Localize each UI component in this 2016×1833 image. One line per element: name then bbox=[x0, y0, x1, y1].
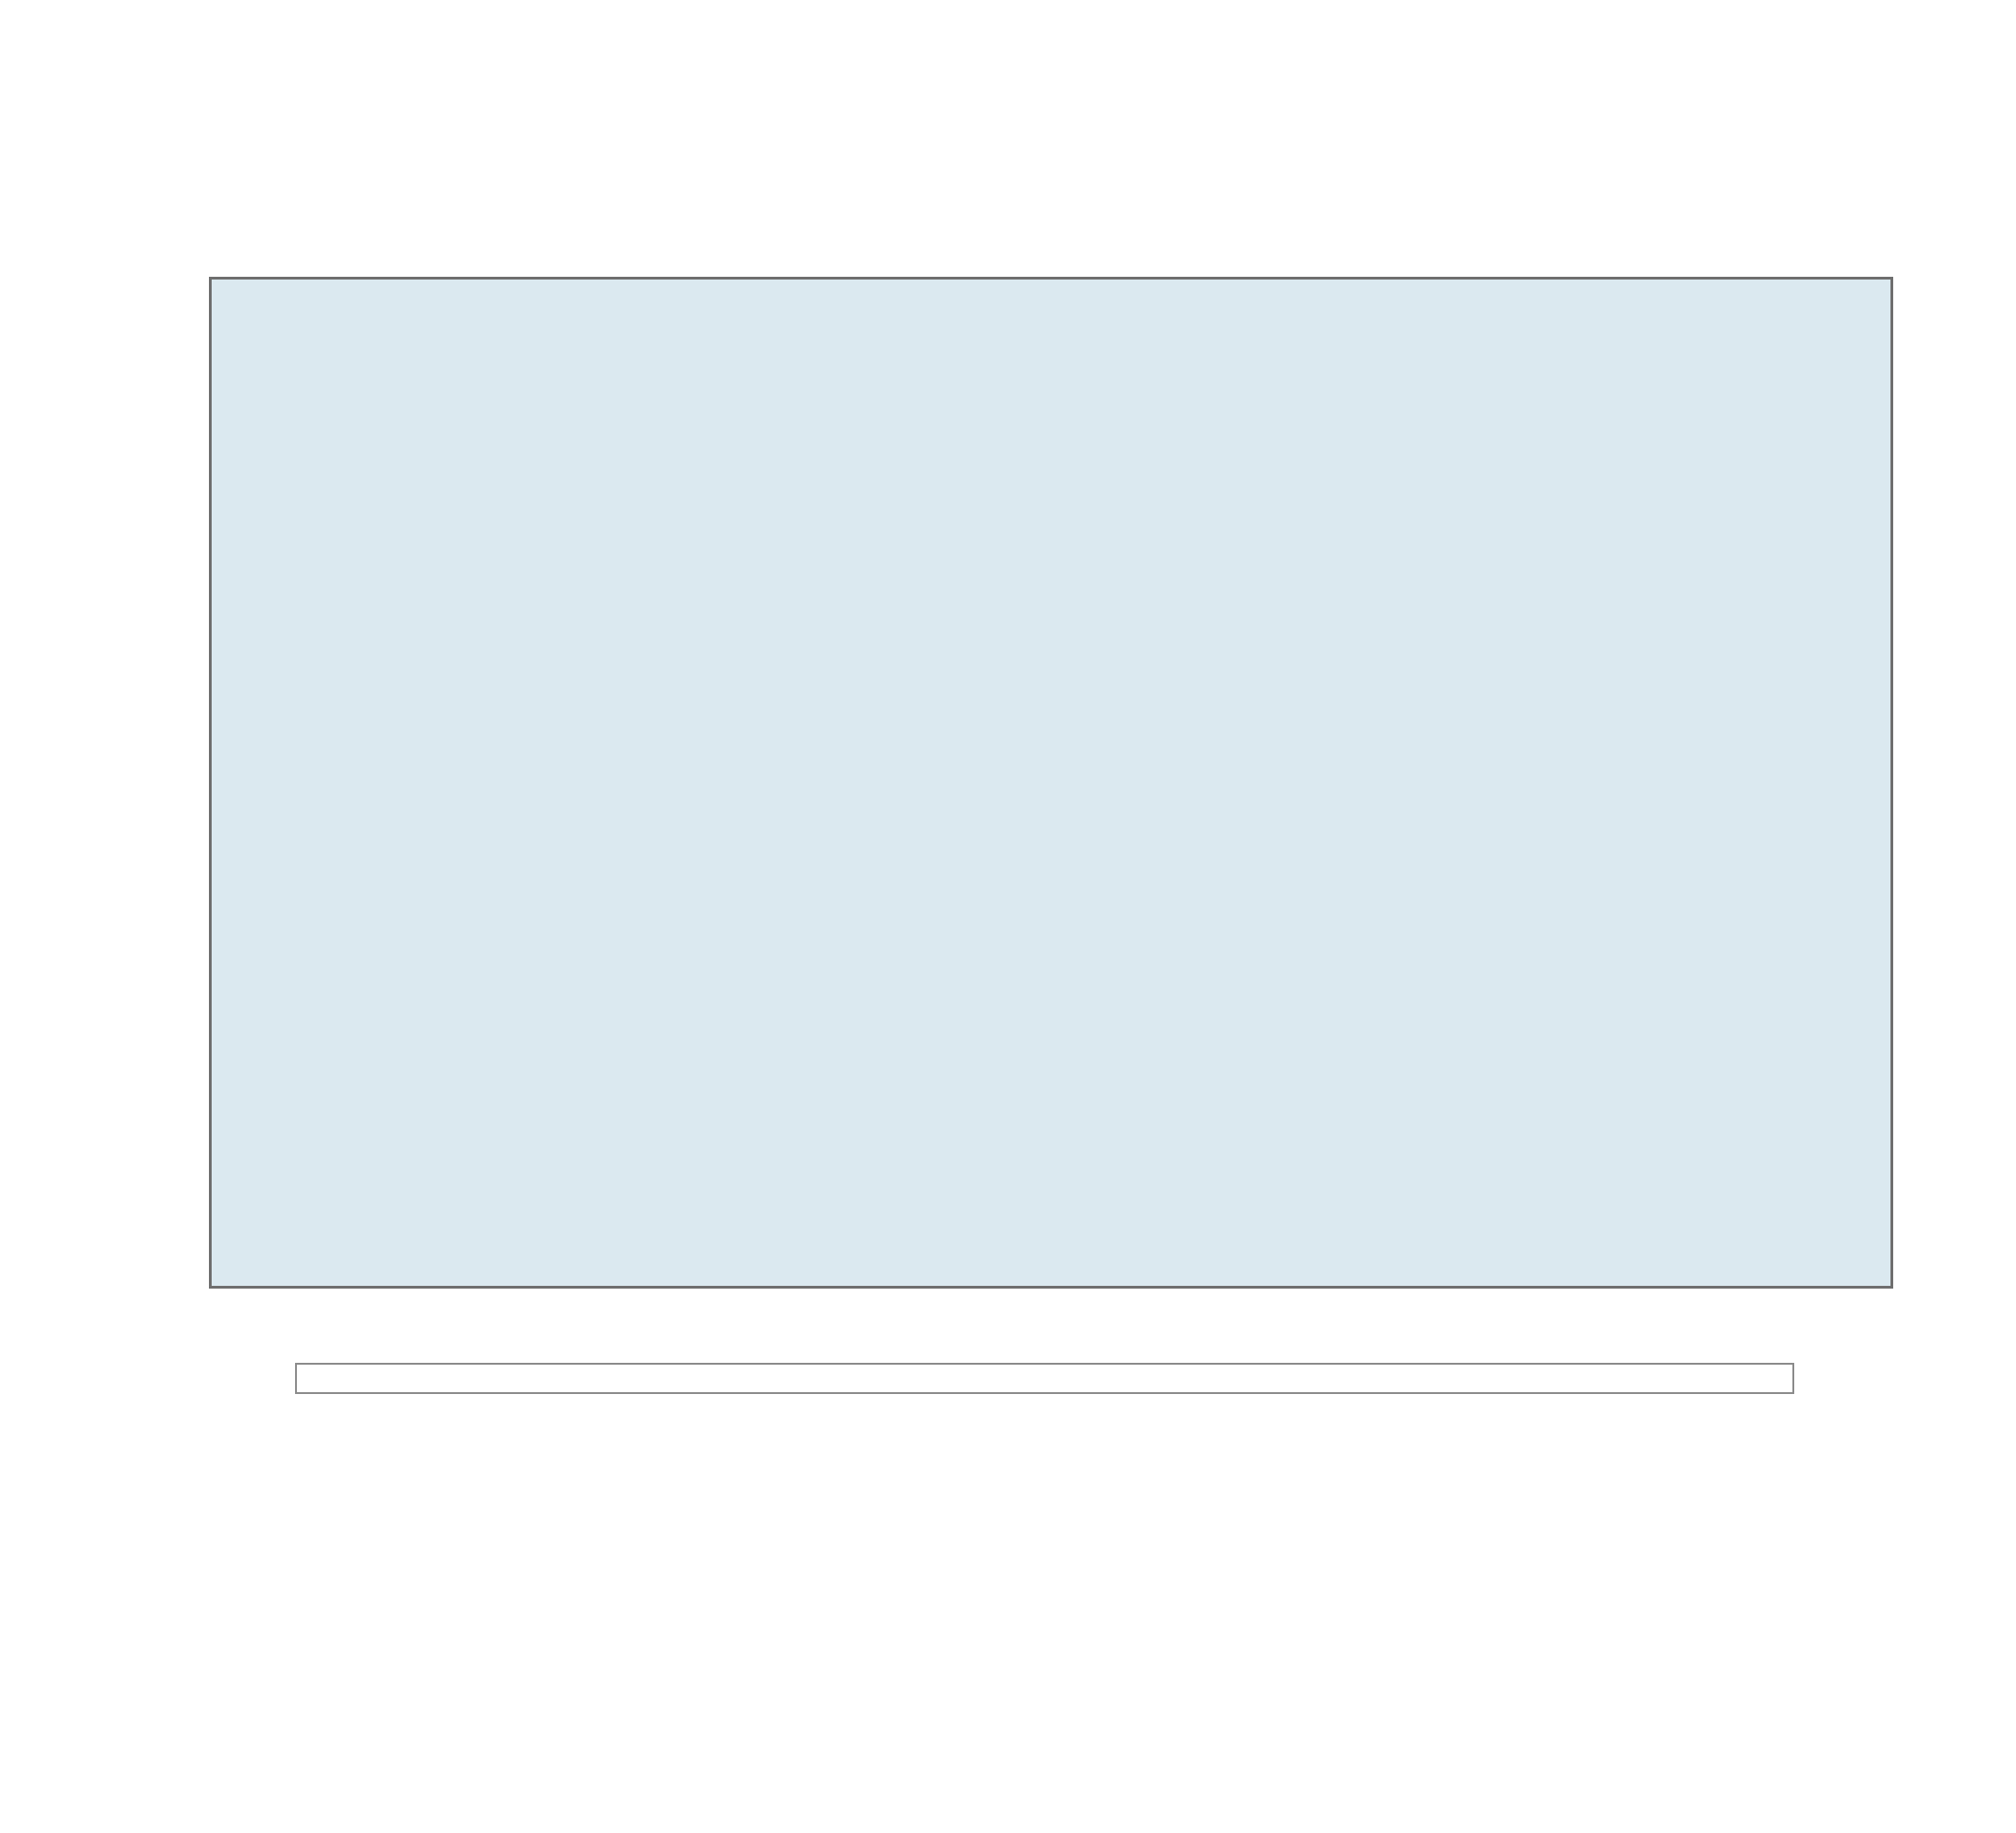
contour-field bbox=[212, 280, 1890, 1286]
colorbar bbox=[295, 1363, 1794, 1394]
map-plot-area bbox=[209, 277, 1893, 1289]
